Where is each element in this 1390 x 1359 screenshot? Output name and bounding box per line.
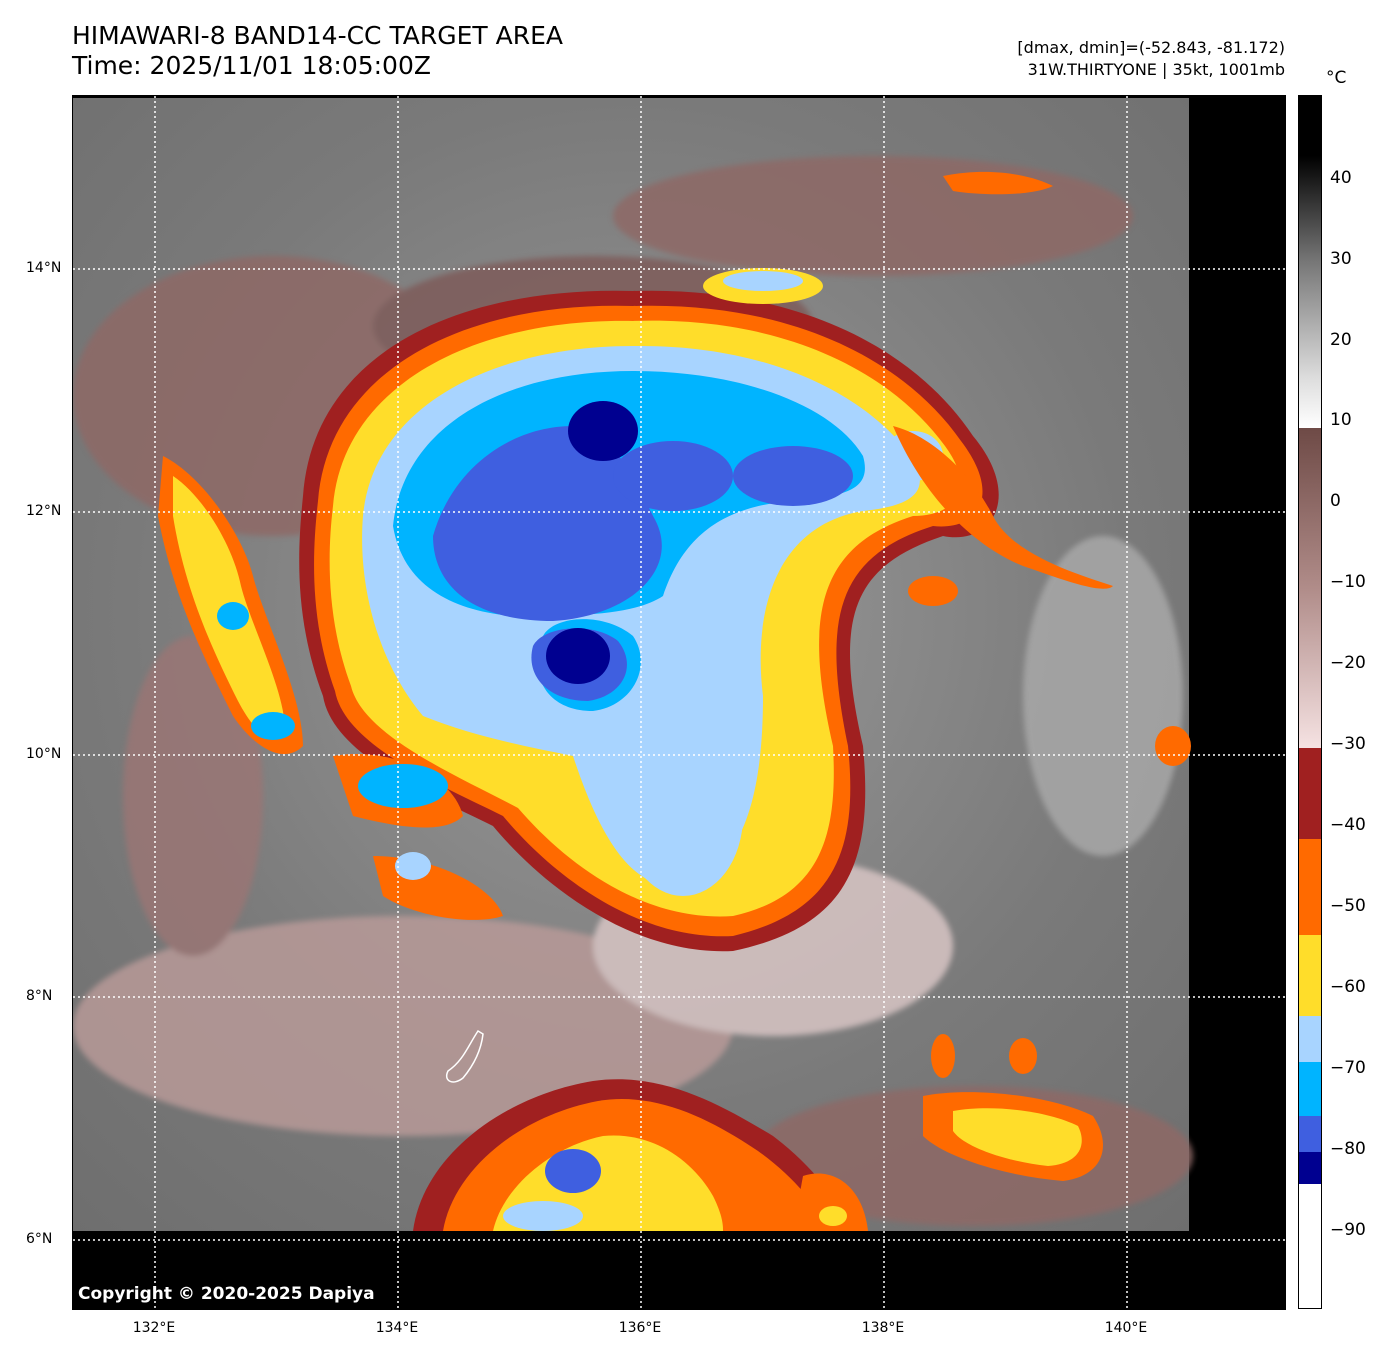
storm-info: 31W.THIRTYONE | 35kt, 1001mb <box>1027 60 1285 79</box>
colorbar-tick: −80 <box>1330 1139 1366 1159</box>
colorbar-tick: 10 <box>1330 410 1352 430</box>
colorbar-tick: −50 <box>1330 896 1366 916</box>
colorbar-tick: 40 <box>1330 168 1352 188</box>
timestamp: Time: 2025/11/01 18:05:00Z <box>72 51 431 80</box>
colorbar-tick: −60 <box>1330 977 1366 997</box>
colorbar-ramp <box>1299 96 1321 1308</box>
colorbar-unit: °C <box>1326 68 1347 88</box>
gridlines <box>73 96 1285 1309</box>
colorbar-tick: −10 <box>1330 572 1366 592</box>
lat-label-12n: 12°N <box>26 503 62 519</box>
colorbar-tick: −20 <box>1330 653 1366 673</box>
lon-label-136e: 136°E <box>618 1320 662 1336</box>
colorbar-tick: −90 <box>1330 1220 1366 1240</box>
colorbar-tick: 20 <box>1330 330 1352 350</box>
colorbar-tick: 30 <box>1330 249 1352 269</box>
lat-label-6n: 6°N <box>26 1231 53 1247</box>
lon-label-132e: 132°E <box>132 1320 176 1336</box>
convective-shield <box>299 268 999 952</box>
colorbar-tick: −30 <box>1330 734 1366 754</box>
satellite-map <box>72 95 1286 1310</box>
colorbar-tick: −40 <box>1330 815 1366 835</box>
island-outline <box>446 1029 484 1083</box>
lon-label-140e: 140°E <box>1104 1320 1148 1336</box>
figure-title: HIMAWARI-8 BAND14-CC TARGET AREA <box>72 21 564 50</box>
temperature-range: [dmax, dmin]=(-52.843, -81.172) <box>1017 38 1285 57</box>
colorbar-tick: −70 <box>1330 1058 1366 1078</box>
colorbar <box>1298 95 1322 1309</box>
lon-label-134e: 134°E <box>375 1320 419 1336</box>
colorbar-tick: 0 <box>1330 491 1341 511</box>
lat-label-14n: 14°N <box>26 260 62 276</box>
lon-label-138e: 138°E <box>861 1320 905 1336</box>
lat-label-10n: 10°N <box>26 746 62 762</box>
southern-band <box>413 1034 1103 1231</box>
lat-label-8n: 8°N <box>26 988 53 1004</box>
satellite-image <box>73 96 1285 1309</box>
rainbands <box>158 171 1191 920</box>
copyright-notice: Copyright © 2020-2025 Dapiya <box>78 1284 375 1304</box>
